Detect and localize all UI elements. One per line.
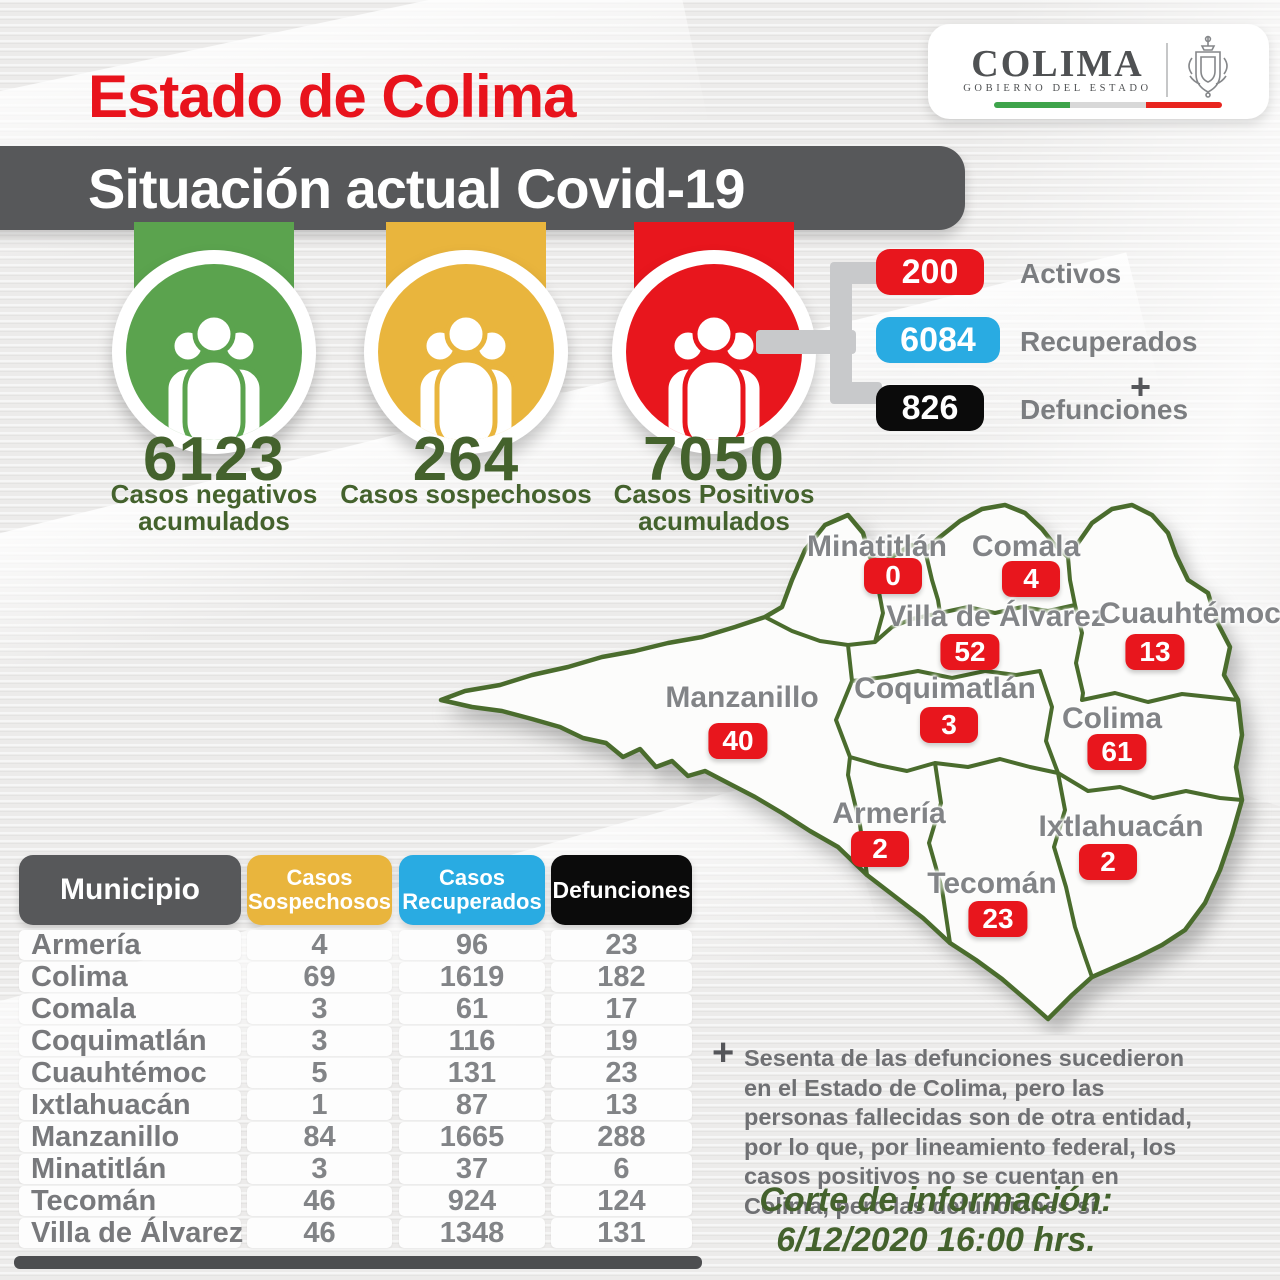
map-label-cuauhtemoc: Cuauhtémoc: [1099, 597, 1280, 630]
map-label-armeria: Armería: [832, 797, 946, 830]
negativos-label: Casos negativos acumulados: [110, 479, 318, 536]
table-row: Coquimatlán 3 116 19: [19, 1026, 692, 1056]
cutoff-info: Corte de información: 6/12/2020 16:00 hr…: [759, 1181, 1113, 1259]
footnote-plus-icon: +: [712, 1032, 735, 1074]
footnote-marker: +: [1130, 366, 1152, 407]
defunciones-label: Defunciones: [1020, 394, 1189, 425]
bracket-connector: [842, 382, 882, 404]
sospechosos-value: 264: [412, 425, 520, 494]
page-title: Estado de Colima: [88, 63, 576, 130]
table-row: Ixtlahuacán 1 87 13: [19, 1090, 692, 1120]
activos-label: Activos: [1020, 258, 1122, 289]
map-pill-armeria: 2: [851, 831, 909, 867]
coat-of-arms-icon: [1182, 34, 1234, 105]
map-label-villa-de-alvarez: Villa de Álvarez: [886, 600, 1106, 633]
map-pill-minatitlan: 0: [864, 558, 922, 594]
negativos-value: 6123: [143, 425, 285, 494]
map-label-tecoman: Tecomán: [927, 867, 1057, 900]
mexico-flag-stripe: [994, 102, 1222, 108]
government-logo: COLIMA GOBIERNO DEL ESTADO: [928, 24, 1269, 119]
people-group-icon: [415, 312, 517, 440]
people-group-icon: [663, 312, 765, 440]
map-label-minatitlan: Minatitlán: [807, 530, 947, 563]
table-row: Comala 3 61 17: [19, 994, 692, 1024]
logo-wordmark: COLIMA: [971, 42, 1144, 85]
map-label-comala: Comala: [971, 530, 1081, 563]
table-bottom-bar: [14, 1256, 702, 1269]
map-label-ixtlahuacan: Ixtlahuacán: [1038, 810, 1204, 843]
positivos-value: 7050: [643, 425, 785, 494]
recuperados-pill: 6084: [876, 317, 1000, 363]
map-pill-coquimatlan: 3: [920, 707, 978, 743]
page-subtitle: Situación actual Covid-19: [88, 157, 745, 220]
table-row: Villa de Álvarez 46 1348 131: [19, 1218, 692, 1248]
logo-subtitle: GOBIERNO DEL ESTADO: [963, 82, 1152, 94]
recuperados-label: Recuperados: [1020, 326, 1198, 357]
map-pill-cuauhtemoc: 13: [1125, 634, 1185, 670]
map-label-manzanillo: Manzanillo: [665, 681, 819, 714]
table-header-sospechosos: Casos Sospechosos: [247, 855, 392, 925]
municipal-boundaries: [763, 548, 1244, 979]
sospechosos-label: Casos sospechosos: [340, 479, 592, 509]
map-pill-comala: 4: [1002, 561, 1060, 597]
table-row: Armería 4 96 23: [19, 930, 692, 960]
map-label-colima: Colima: [1061, 702, 1163, 735]
colima-state-map: Minatitlán 0 Comala 4 Villa de Álvarez 5…: [420, 495, 1280, 1035]
positivos-label: Casos Positivos acumulados: [613, 479, 815, 536]
map-pill-colima: 61: [1087, 734, 1147, 770]
map-pill-villa-de-alvarez: 52: [940, 634, 1000, 670]
map-label-coquimatlan: Coquimatlán: [854, 672, 1036, 705]
defunciones-pill: 826: [876, 385, 984, 431]
table-header-municipio: Municipio: [19, 855, 241, 925]
bracket-connector: [830, 262, 852, 404]
sospechosos-circle: [364, 250, 568, 454]
table-row: Manzanillo 84 1665 288: [19, 1122, 692, 1152]
footnote-text: Sesenta de las defunciones sucedieron en…: [744, 1045, 1192, 1219]
table-row: Tecomán 46 924 124: [19, 1186, 692, 1216]
bracket-connector: [842, 262, 882, 284]
people-group-icon: [163, 312, 265, 440]
map-pill-manzanillo: 40: [708, 723, 768, 759]
table-row: Colima 69 1619 182: [19, 962, 692, 992]
negativos-circle: [112, 250, 316, 454]
subtitle-band: Situación actual Covid-19: [0, 146, 965, 230]
map-pill-ixtlahuacan: 2: [1079, 844, 1137, 880]
state-outline: [438, 502, 1245, 1022]
logo-divider: [1165, 42, 1168, 97]
municipality-table: Armería 4 96 23 Colima 69 1619 182 Comal…: [19, 930, 692, 1248]
table-header-defunciones: Defunciones: [551, 855, 692, 925]
activos-pill: 200: [876, 249, 984, 295]
table-row: Minatitlán 3 37 6: [19, 1154, 692, 1184]
table-row: Cuauhtémoc 5 131 23: [19, 1058, 692, 1088]
table-header-recuperados: Casos Recuperados: [399, 855, 545, 925]
map-pill-tecoman: 23: [968, 901, 1028, 937]
